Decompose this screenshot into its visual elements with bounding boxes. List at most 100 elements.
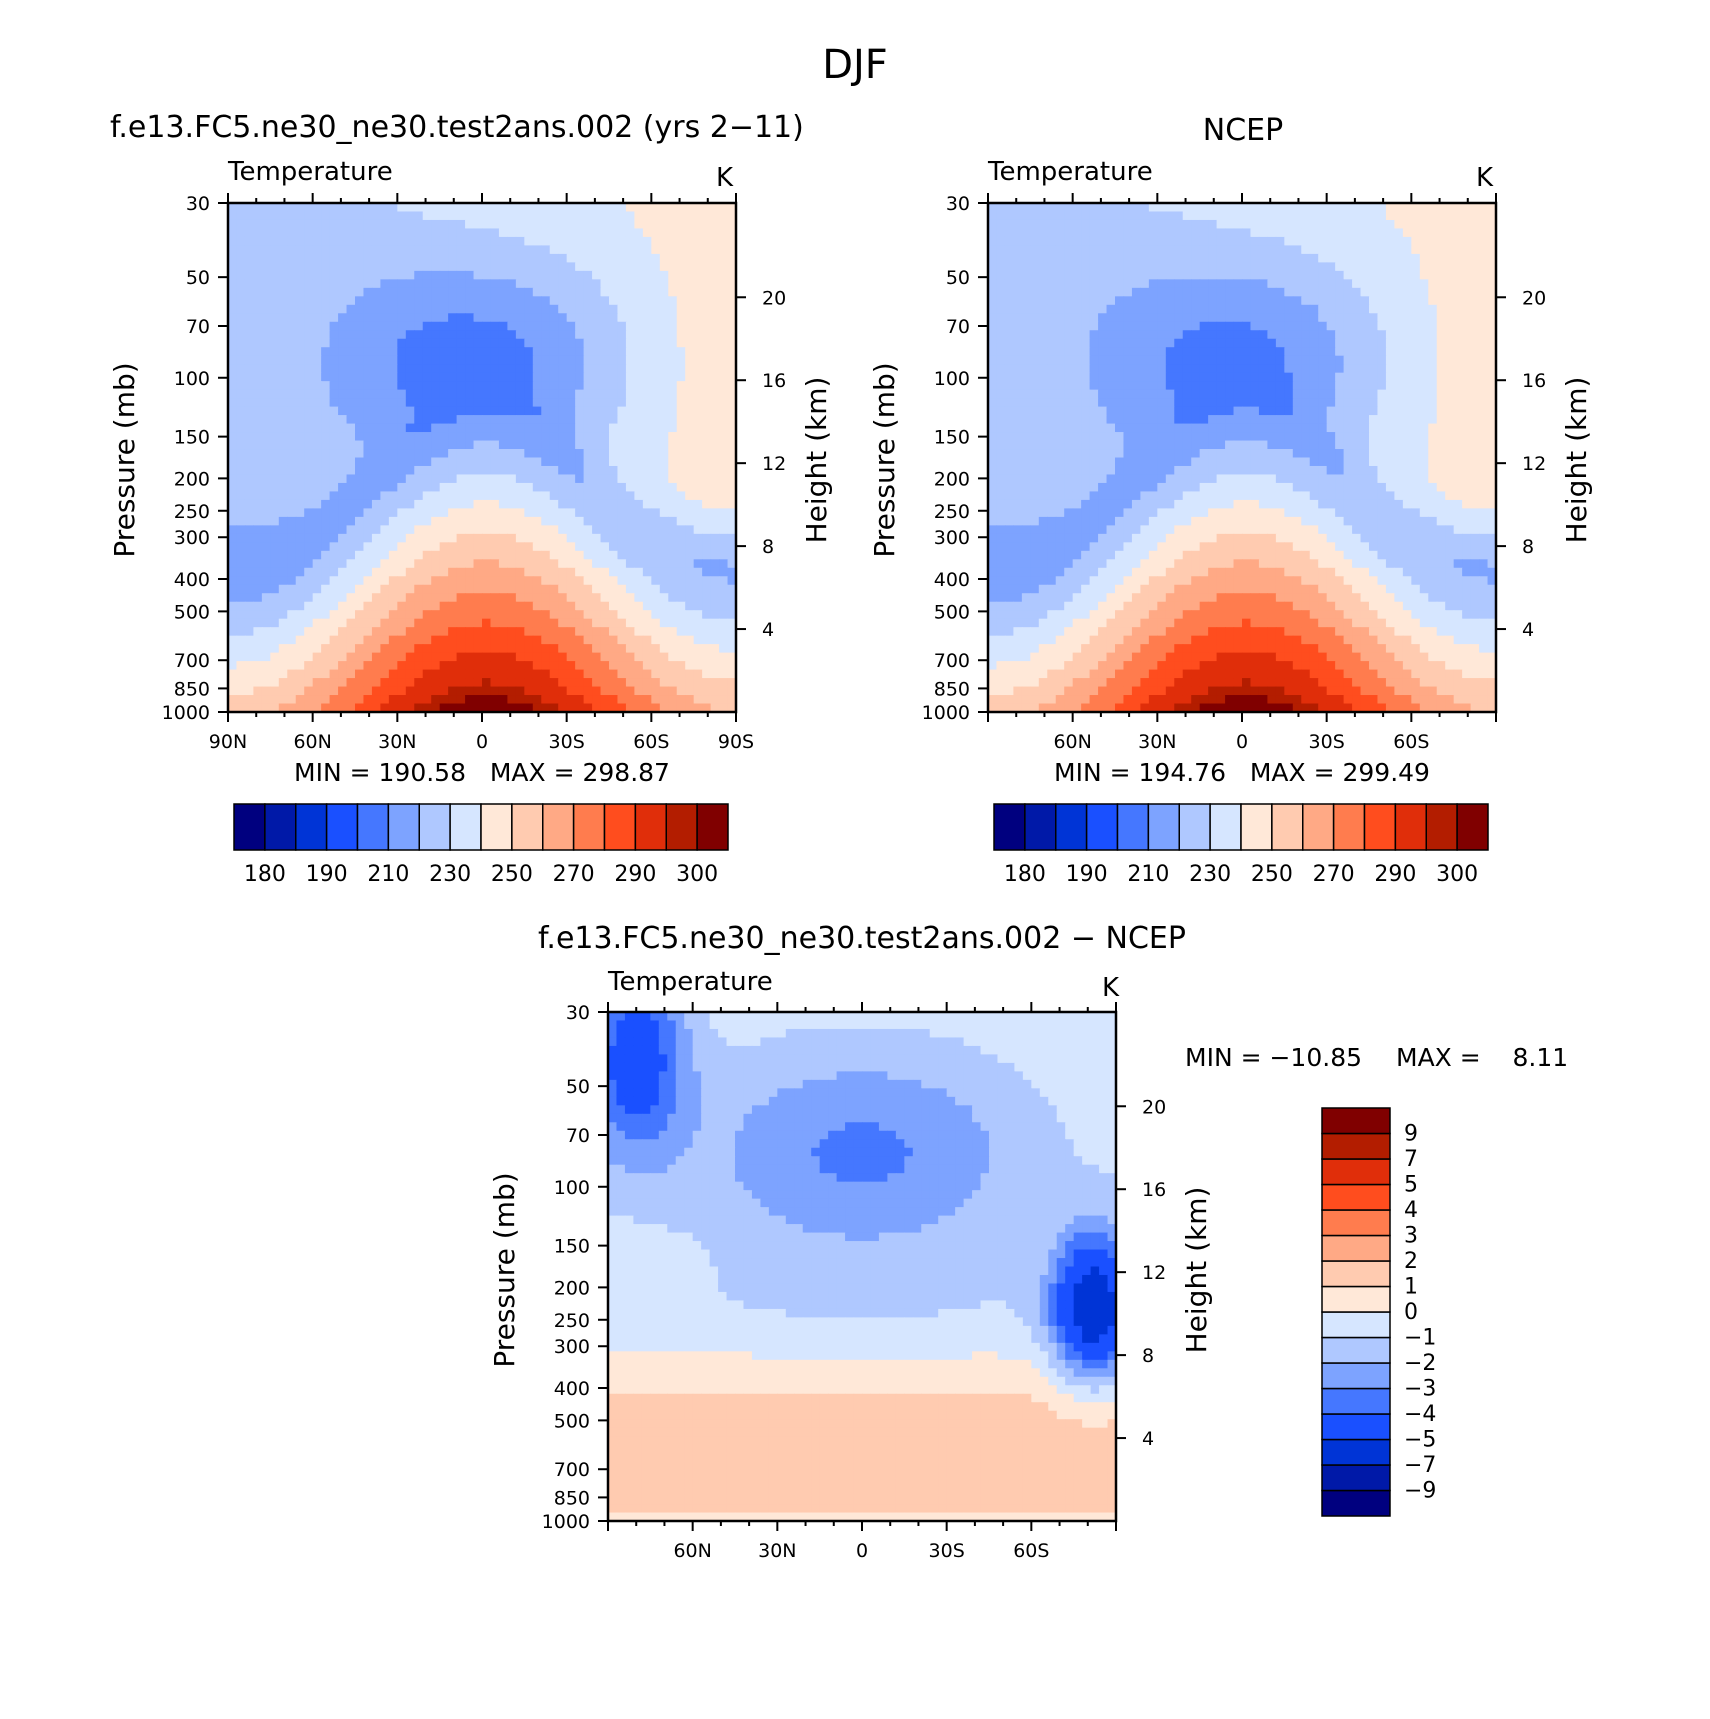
contour-cell	[338, 474, 348, 484]
contour-cell	[600, 550, 610, 560]
contour-cell	[405, 228, 415, 238]
contour-cell	[312, 287, 322, 297]
contour-cell	[1131, 287, 1141, 297]
contour-cell	[1318, 219, 1328, 230]
contour-cell	[1335, 279, 1345, 289]
contour-cell	[575, 415, 585, 425]
contour-cell	[439, 440, 449, 450]
contour-cell	[727, 644, 737, 654]
contour-cell	[541, 516, 551, 526]
contour-cell	[304, 262, 314, 272]
contour-cell	[727, 287, 737, 297]
contour-cell	[1123, 321, 1133, 331]
contour-cell	[321, 661, 331, 671]
contour-cell	[988, 211, 998, 221]
contour-cell	[498, 262, 508, 272]
contour-cell	[719, 525, 729, 535]
contour-cell	[659, 432, 669, 442]
contour-cell	[532, 482, 542, 493]
contour-cell	[575, 593, 585, 603]
contour-cell	[1402, 219, 1412, 230]
contour-cell	[583, 525, 593, 535]
contour-cell	[583, 355, 593, 365]
contour-cell	[1148, 262, 1158, 272]
contour-cell	[668, 228, 678, 238]
contour-cell	[236, 262, 246, 272]
contour-cell	[1072, 287, 1082, 297]
contour-cell	[295, 313, 305, 323]
contour-cell	[1385, 313, 1395, 323]
contour-cell	[482, 652, 492, 662]
contour-cell	[710, 593, 720, 603]
contour-cell	[1428, 338, 1438, 348]
contour-cell	[380, 236, 390, 247]
contour-cell	[1292, 245, 1302, 255]
contour-cell	[278, 525, 288, 535]
contour-cell	[236, 347, 246, 357]
contour-cell	[1419, 364, 1429, 374]
contour-cell	[600, 440, 610, 450]
contour-cell	[507, 228, 517, 238]
contour-cell	[566, 440, 576, 450]
contour-cell	[1199, 262, 1209, 272]
contour-cell	[541, 610, 551, 620]
contour-cell	[693, 372, 703, 382]
contour-cell	[532, 584, 542, 594]
contour-cell	[659, 482, 669, 493]
contour-cell	[1436, 236, 1446, 247]
contour-cell	[329, 219, 339, 230]
contour-cell	[668, 211, 678, 221]
contour-cell	[702, 457, 712, 467]
contour-cell	[583, 508, 593, 518]
contour-cell	[507, 211, 517, 221]
contour-cell	[371, 635, 381, 645]
contour-cell	[617, 355, 627, 365]
contour-cell	[659, 533, 669, 543]
contour-cell	[685, 245, 695, 255]
contour-cell	[1335, 338, 1345, 348]
contour-cell	[287, 567, 297, 577]
contour-cell	[1318, 355, 1328, 365]
contour-cell	[405, 236, 415, 247]
contour-cell	[1275, 203, 1285, 213]
contour-cell	[388, 296, 398, 306]
contour-cell	[583, 270, 593, 280]
contour-cell	[355, 347, 365, 357]
contour-cell	[668, 296, 678, 306]
contour-cell	[465, 347, 475, 357]
contour-cell	[482, 228, 492, 238]
contour-cell	[1242, 296, 1252, 306]
contour-cell	[473, 465, 483, 476]
contour-cell	[524, 610, 534, 620]
contour-cell	[253, 661, 263, 671]
contour-cell	[642, 669, 652, 679]
contour-cell	[642, 211, 652, 221]
contour-cell	[278, 313, 288, 323]
contour-cell	[575, 203, 585, 213]
contour-cell	[304, 228, 314, 238]
contour-cell	[1140, 338, 1150, 348]
contour-cell	[422, 525, 432, 535]
contour-cell	[702, 253, 712, 263]
contour-cell	[482, 398, 492, 408]
contour-cell	[1047, 313, 1057, 323]
contour-cell	[253, 457, 263, 467]
contour-cell	[473, 550, 483, 560]
contour-cell	[549, 203, 559, 213]
contour-cell	[1021, 236, 1031, 247]
contour-cell	[397, 364, 407, 374]
contour-cell	[515, 219, 525, 230]
contour-cell	[575, 330, 585, 340]
contour-cell	[228, 542, 238, 552]
contour-cell	[668, 567, 678, 577]
contour-cell	[685, 219, 695, 230]
contour-cell	[659, 593, 669, 603]
contour-cell	[278, 253, 288, 263]
contour-cell	[1021, 304, 1031, 314]
contour-cell	[659, 423, 669, 433]
contour-cell	[439, 219, 449, 230]
contour-cell	[532, 550, 542, 560]
contour-cell	[668, 372, 678, 382]
contour-cell	[1216, 355, 1226, 365]
contour-cell	[685, 465, 695, 476]
